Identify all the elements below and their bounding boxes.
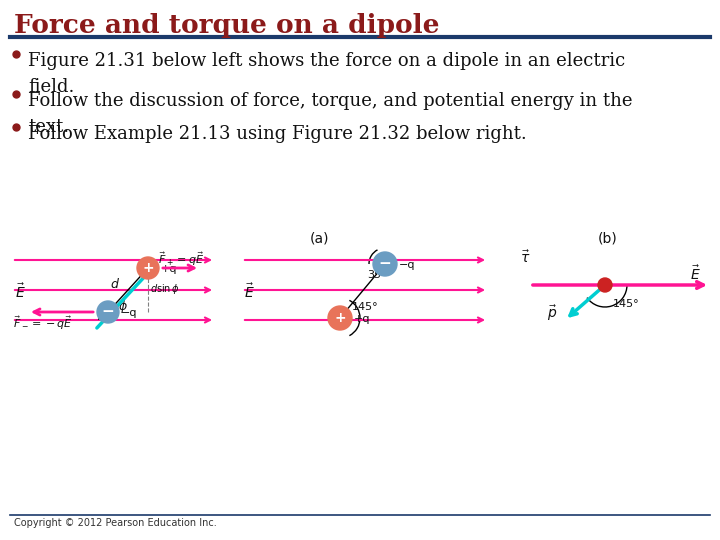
- Text: Follow Example 21.13 using Figure 21.32 below right.: Follow Example 21.13 using Figure 21.32 …: [28, 125, 527, 143]
- Text: $\phi$: $\phi$: [118, 298, 128, 315]
- Text: +: +: [142, 261, 154, 275]
- Text: $\vec{F}_+= q\vec{E}$: $\vec{F}_+= q\vec{E}$: [158, 250, 204, 268]
- Text: $\vec{E}$: $\vec{E}$: [244, 282, 255, 301]
- Circle shape: [598, 278, 612, 292]
- Text: −q: −q: [399, 260, 415, 270]
- Text: −: −: [379, 256, 392, 272]
- Text: $\vec{p}$: $\vec{p}$: [547, 303, 557, 323]
- Text: Follow the discussion of force, torque, and potential energy in the
text.: Follow the discussion of force, torque, …: [28, 92, 632, 136]
- Text: +q: +q: [161, 264, 178, 274]
- Text: Force and torque on a dipole: Force and torque on a dipole: [14, 13, 439, 38]
- Circle shape: [137, 257, 159, 279]
- Text: +q: +q: [354, 314, 371, 324]
- Text: Copyright © 2012 Pearson Education Inc.: Copyright © 2012 Pearson Education Inc.: [14, 518, 217, 528]
- Text: 145°: 145°: [613, 299, 639, 309]
- Text: $\vec{E}$: $\vec{E}$: [690, 265, 701, 283]
- Text: (b): (b): [598, 231, 618, 245]
- Text: $\vec{\tau}$: $\vec{\tau}$: [520, 249, 531, 266]
- Circle shape: [97, 301, 119, 323]
- Text: 35°: 35°: [367, 270, 387, 280]
- Text: $\vec{F}_-=-q\vec{E}$: $\vec{F}_-=-q\vec{E}$: [13, 314, 73, 332]
- Circle shape: [373, 252, 397, 276]
- Text: 145°: 145°: [352, 302, 379, 312]
- Text: −q: −q: [121, 308, 138, 318]
- Circle shape: [328, 306, 352, 330]
- Text: $d\sin\phi$: $d\sin\phi$: [150, 282, 180, 296]
- Text: d: d: [110, 278, 118, 291]
- Text: $\vec{E}$: $\vec{E}$: [15, 282, 26, 301]
- Text: Figure 21.31 below left shows the force on a dipole in an electric
field.: Figure 21.31 below left shows the force …: [28, 52, 625, 96]
- Text: +: +: [334, 311, 346, 325]
- Text: (a): (a): [310, 231, 330, 245]
- Text: −: −: [102, 305, 114, 320]
- Text: $\vec{p}$: $\vec{p}$: [97, 303, 107, 323]
